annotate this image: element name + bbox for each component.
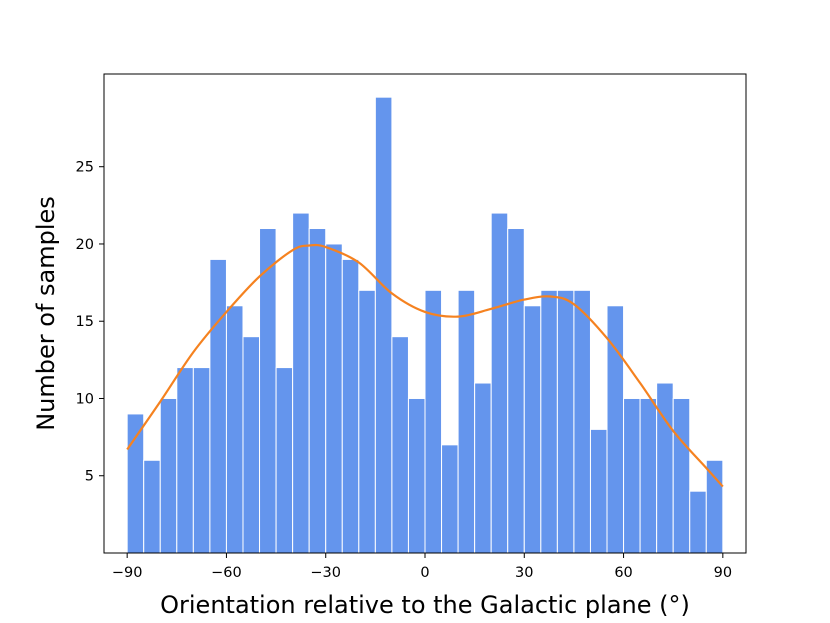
histogram-bar [441,444,459,554]
x-tick-label: 30 [515,565,533,581]
histogram-bar [507,228,525,554]
histogram-bar [639,397,658,554]
histogram-bar [523,305,542,554]
histogram-bar [126,413,145,554]
histogram-bar [589,428,608,554]
y-tick-label: 25 [76,160,94,176]
histogram-bars [126,96,724,554]
y-tick-label: 15 [76,314,94,330]
histogram-bar [391,336,409,554]
histogram-bar [672,397,691,554]
histogram-bar [705,459,724,554]
histogram-bar [656,382,674,554]
histogram-bar [159,397,178,554]
density-curve [126,243,724,488]
x-tick-label: 90 [714,565,732,581]
histogram-bar [623,397,641,554]
histogram-bar [407,397,426,554]
histogram-bar [292,212,310,554]
histogram-bar [358,289,376,554]
histogram-bar [556,289,575,554]
y-axis-ticks: 5 10 15 20 25 [76,160,104,485]
histogram-bar [474,382,492,554]
histogram-bar [242,336,261,554]
x-axis-ticks: −90 −60 −30 0 30 60 90 [112,553,732,581]
x-tick-label: 0 [420,565,429,581]
y-tick-label: 5 [85,469,94,485]
x-tick-label: −90 [112,565,143,581]
histogram-bar [209,258,227,554]
histogram-bar [540,289,558,554]
histogram-bar [259,228,277,554]
histogram-bar [143,459,161,554]
histogram-bar [308,228,327,554]
histogram-bar [192,367,211,554]
histogram-bar [374,96,393,554]
histogram-bar [176,367,194,554]
y-tick-label: 10 [76,391,94,407]
histogram-bar [225,305,244,554]
histogram-bar [573,289,591,554]
y-tick-label: 20 [76,237,94,253]
histogram-bar [424,289,443,554]
histogram-bar [490,212,509,554]
histogram-bar [325,243,343,554]
histogram-bar [457,289,476,554]
histogram-bar [275,367,294,554]
x-axis-title: Orientation relative to the Galactic pla… [160,591,690,619]
x-tick-label: 60 [614,565,632,581]
x-tick-label: −30 [310,565,341,581]
x-tick-label: −60 [211,565,242,581]
histogram-bar [341,258,360,554]
histogram-bar [689,490,707,554]
density-curve-layer [126,243,724,488]
y-axis-title: Number of samples [32,196,60,431]
